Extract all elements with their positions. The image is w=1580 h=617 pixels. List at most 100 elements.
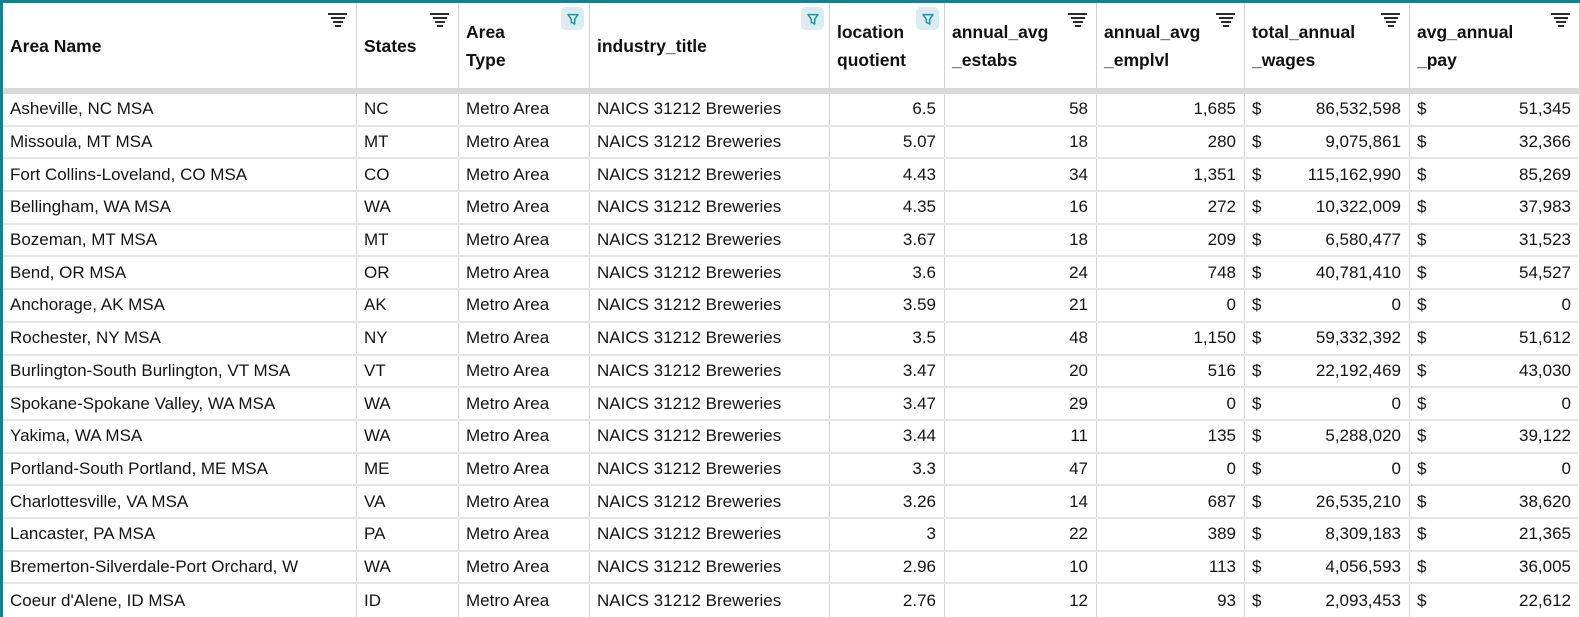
column-header-avg_annual_pay[interactable]: avg_annual _pay [1410,3,1580,88]
cell-area_type[interactable]: Metro Area [459,290,590,321]
cell-annual_avg_estabs[interactable]: 10 [945,551,1097,583]
cell-annual_avg_emplvl[interactable]: 0 [1097,453,1245,485]
cell-location_quotient[interactable]: 3.44 [830,420,945,452]
cell-industry_title[interactable]: NAICS 31212 Breweries [590,290,830,321]
cell-industry_title[interactable]: NAICS 31212 Breweries [590,192,830,223]
cell-annual_avg_emplvl[interactable]: 1,685 [1097,94,1245,125]
cell-location_quotient[interactable]: 3.47 [830,388,945,419]
cell-area_type[interactable]: Metro Area [459,159,590,191]
cell-annual_avg_estabs[interactable]: 12 [945,584,1097,617]
cell-states[interactable]: WA [357,551,459,583]
cell-area_type[interactable]: Metro Area [459,551,590,583]
cell-industry_title[interactable]: NAICS 31212 Breweries [590,159,830,191]
cell-annual_avg_emplvl[interactable]: 280 [1097,126,1245,158]
cell-industry_title[interactable]: NAICS 31212 Breweries [590,224,830,256]
cell-area_name[interactable]: Coeur d'Alene, ID MSA [3,584,357,617]
cell-area_name[interactable]: Burlington-South Burlington, VT MSA [3,355,357,387]
cell-location_quotient[interactable]: 3.3 [830,453,945,485]
cell-area_name[interactable]: Rochester, NY MSA [3,322,357,354]
cell-avg_annual_pay[interactable]: $31,523 [1410,224,1580,256]
cell-industry_title[interactable]: NAICS 31212 Breweries [590,126,830,158]
column-header-industry_title[interactable]: industry_title [590,3,830,88]
cell-industry_title[interactable]: NAICS 31212 Breweries [590,388,830,419]
cell-area_type[interactable]: Metro Area [459,322,590,354]
cell-area_type[interactable]: Metro Area [459,224,590,256]
cell-states[interactable]: CO [357,159,459,191]
cell-annual_avg_estabs[interactable]: 48 [945,322,1097,354]
cell-annual_avg_estabs[interactable]: 21 [945,290,1097,321]
cell-annual_avg_emplvl[interactable]: 113 [1097,551,1245,583]
cell-area_name[interactable]: Bozeman, MT MSA [3,224,357,256]
cell-annual_avg_emplvl[interactable]: 209 [1097,224,1245,256]
active-filter-funnel-icon[interactable] [801,7,824,30]
cell-states[interactable]: OR [357,257,459,289]
cell-location_quotient[interactable]: 2.76 [830,584,945,617]
cell-area_name[interactable]: Spokane-Spokane Valley, WA MSA [3,388,357,419]
cell-avg_annual_pay[interactable]: $39,122 [1410,420,1580,452]
cell-total_annual_wages[interactable]: $2,093,453 [1245,584,1410,617]
cell-area_type[interactable]: Metro Area [459,388,590,419]
cell-total_annual_wages[interactable]: $59,332,392 [1245,322,1410,354]
cell-industry_title[interactable]: NAICS 31212 Breweries [590,322,830,354]
cell-total_annual_wages[interactable]: $86,532,598 [1245,94,1410,125]
cell-area_name[interactable]: Missoula, MT MSA [3,126,357,158]
filter-lines-icon[interactable] [1068,13,1087,29]
cell-industry_title[interactable]: NAICS 31212 Breweries [590,518,830,550]
cell-location_quotient[interactable]: 3.67 [830,224,945,256]
cell-states[interactable]: VT [357,355,459,387]
filter-lines-icon[interactable] [328,13,347,29]
cell-area_name[interactable]: Fort Collins-Loveland, CO MSA [3,159,357,191]
cell-industry_title[interactable]: NAICS 31212 Breweries [590,94,830,125]
cell-avg_annual_pay[interactable]: $21,365 [1410,518,1580,550]
cell-states[interactable]: NC [357,94,459,125]
cell-location_quotient[interactable]: 5.07 [830,126,945,158]
cell-total_annual_wages[interactable]: $10,322,009 [1245,192,1410,223]
column-header-states[interactable]: States [357,3,459,88]
cell-states[interactable]: WA [357,388,459,419]
cell-area_name[interactable]: Yakima, WA MSA [3,420,357,452]
cell-annual_avg_emplvl[interactable]: 687 [1097,486,1245,517]
cell-states[interactable]: AK [357,290,459,321]
cell-avg_annual_pay[interactable]: $38,620 [1410,486,1580,517]
cell-location_quotient[interactable]: 4.43 [830,159,945,191]
cell-annual_avg_emplvl[interactable]: 0 [1097,290,1245,321]
cell-annual_avg_estabs[interactable]: 18 [945,224,1097,256]
cell-states[interactable]: PA [357,518,459,550]
cell-total_annual_wages[interactable]: $115,162,990 [1245,159,1410,191]
cell-states[interactable]: MT [357,126,459,158]
column-header-location_quotient[interactable]: location quotient [830,3,945,88]
filter-lines-icon[interactable] [430,13,449,29]
cell-avg_annual_pay[interactable]: $51,345 [1410,94,1580,125]
cell-area_type[interactable]: Metro Area [459,518,590,550]
cell-annual_avg_estabs[interactable]: 47 [945,453,1097,485]
cell-total_annual_wages[interactable]: $8,309,183 [1245,518,1410,550]
cell-states[interactable]: VA [357,486,459,517]
cell-avg_annual_pay[interactable]: $0 [1410,388,1580,419]
column-header-annual_avg_estabs[interactable]: annual_avg _estabs [945,3,1097,88]
cell-total_annual_wages[interactable]: $0 [1245,290,1410,321]
cell-annual_avg_estabs[interactable]: 20 [945,355,1097,387]
cell-location_quotient[interactable]: 3.59 [830,290,945,321]
cell-location_quotient[interactable]: 2.96 [830,551,945,583]
cell-annual_avg_emplvl[interactable]: 516 [1097,355,1245,387]
cell-avg_annual_pay[interactable]: $0 [1410,290,1580,321]
cell-annual_avg_emplvl[interactable]: 272 [1097,192,1245,223]
cell-states[interactable]: WA [357,192,459,223]
cell-annual_avg_estabs[interactable]: 18 [945,126,1097,158]
cell-industry_title[interactable]: NAICS 31212 Breweries [590,420,830,452]
cell-states[interactable]: WA [357,420,459,452]
column-header-total_annual_wages[interactable]: total_annual _wages [1245,3,1410,88]
cell-industry_title[interactable]: NAICS 31212 Breweries [590,257,830,289]
cell-annual_avg_estabs[interactable]: 22 [945,518,1097,550]
cell-annual_avg_estabs[interactable]: 14 [945,486,1097,517]
cell-total_annual_wages[interactable]: $26,535,210 [1245,486,1410,517]
cell-states[interactable]: ID [357,584,459,617]
cell-annual_avg_estabs[interactable]: 11 [945,420,1097,452]
cell-annual_avg_emplvl[interactable]: 93 [1097,584,1245,617]
cell-annual_avg_estabs[interactable]: 16 [945,192,1097,223]
cell-avg_annual_pay[interactable]: $32,366 [1410,126,1580,158]
cell-annual_avg_emplvl[interactable]: 389 [1097,518,1245,550]
filter-lines-icon[interactable] [1381,13,1400,29]
cell-area_name[interactable]: Portland-South Portland, ME MSA [3,453,357,485]
cell-location_quotient[interactable]: 3 [830,518,945,550]
